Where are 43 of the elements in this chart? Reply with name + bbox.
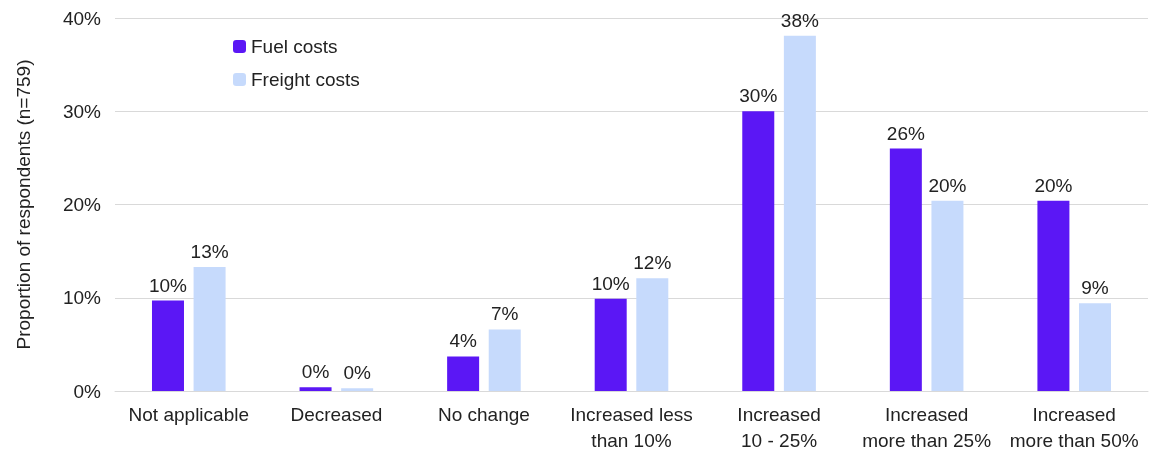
data-label: 0% xyxy=(301,361,330,383)
y-tick-label: 20% xyxy=(62,194,102,215)
bar xyxy=(193,266,226,391)
y-tick-label: 0% xyxy=(73,380,102,402)
x-tick-label: Increased more than 50% xyxy=(1009,403,1139,451)
bar xyxy=(931,200,964,391)
data-label: 13% xyxy=(190,240,229,262)
bar xyxy=(299,387,332,391)
data-label: 30% xyxy=(739,85,778,107)
bar xyxy=(783,35,816,391)
bar xyxy=(488,329,521,391)
y-tick-label: 40% xyxy=(62,7,102,29)
bar xyxy=(447,356,480,391)
bar xyxy=(151,300,184,391)
legend-label: Fuel costs xyxy=(251,36,338,57)
data-label: 7% xyxy=(490,303,519,325)
data-label: 20% xyxy=(1034,174,1073,196)
bar xyxy=(742,111,775,391)
bar xyxy=(341,388,374,391)
y-tick-label: 30% xyxy=(62,100,102,122)
x-tick-label: Increased less than 10% xyxy=(570,403,693,451)
bar xyxy=(1037,200,1070,391)
data-label: 38% xyxy=(780,9,819,31)
data-label: 20% xyxy=(928,174,967,196)
data-label: 10% xyxy=(591,272,630,294)
data-label: 26% xyxy=(886,122,925,144)
data-label: 4% xyxy=(449,330,477,352)
x-tick-label: No change xyxy=(437,403,530,425)
data-label: 9% xyxy=(1081,277,1109,299)
data-label: 0% xyxy=(343,362,371,384)
x-tick-label: Decreased xyxy=(290,403,383,425)
data-label: 10% xyxy=(148,274,188,296)
bar xyxy=(594,298,627,391)
y-axis-title: Proportion of respondents (n=759) xyxy=(13,59,34,350)
bar xyxy=(889,148,922,391)
legend-label: Freight costs xyxy=(251,69,360,90)
x-tick-label: Not applicable xyxy=(128,403,249,425)
x-tick-label: Increased 10 - 25% xyxy=(737,403,821,451)
bar xyxy=(1079,303,1112,391)
data-label: 12% xyxy=(633,252,672,274)
y-tick-label: 10% xyxy=(62,287,102,309)
bar xyxy=(636,278,669,391)
x-tick-label: Increased more than 25% xyxy=(862,403,992,451)
